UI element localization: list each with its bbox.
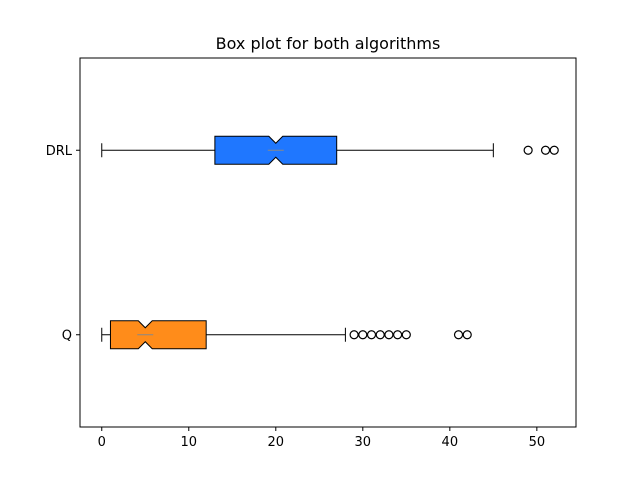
outlier-point — [401, 330, 411, 340]
outlier-point — [549, 145, 559, 155]
outlier-point — [540, 145, 551, 155]
x-tick-label: 0 — [98, 435, 106, 450]
outlier-point — [523, 145, 533, 155]
box-drl — [101, 135, 559, 165]
y-tick-label: DRL — [46, 144, 73, 159]
outlier-point — [358, 330, 368, 340]
y-axis: DRL Q — [46, 144, 80, 343]
box-body — [109, 320, 207, 350]
x-tick-label: 40 — [442, 435, 459, 450]
x-tick-label: 10 — [180, 435, 197, 450]
plot-area — [101, 135, 559, 350]
x-tick-label: 20 — [268, 435, 285, 450]
outlier-point — [349, 330, 359, 340]
y-tick-label: Q — [62, 328, 72, 343]
box-q — [101, 320, 472, 350]
x-tick-label: 50 — [529, 435, 546, 450]
outlier-point — [366, 330, 377, 340]
x-tick-label: 30 — [355, 435, 372, 450]
outlier-point — [375, 330, 385, 340]
chart-title: Box plot for both algorithms — [216, 34, 441, 53]
outlier-point — [453, 330, 464, 340]
outlier-point — [393, 330, 403, 340]
outlier-point — [462, 330, 472, 340]
x-axis: 0 10 20 30 40 50 — [98, 427, 546, 450]
outlier-point — [384, 330, 394, 340]
axes-frame — [79, 57, 577, 428]
